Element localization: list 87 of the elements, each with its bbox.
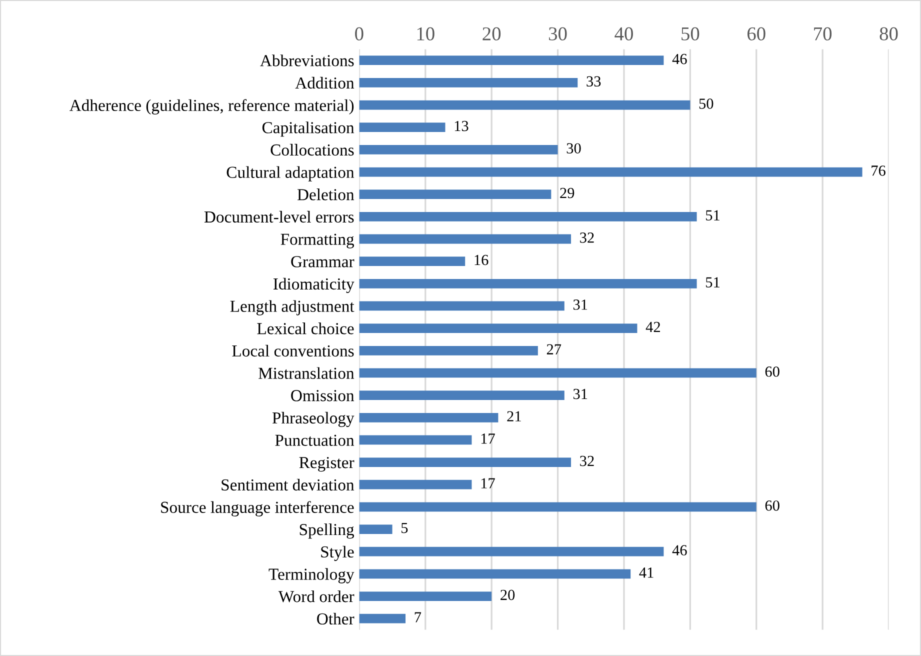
data-label: 17 [481, 434, 495, 444]
data-label: 60 [765, 366, 780, 377]
bar [359, 78, 578, 88]
y-tick-label: Spelling [300, 523, 354, 539]
y-tick-label: Mistranslation [258, 367, 354, 379]
data-label: 51 [706, 277, 720, 288]
y-tick-label: Abbreviations [260, 54, 354, 66]
y-tick-label: Punctuation [275, 434, 354, 446]
bar [359, 368, 756, 378]
data-label: 20 [500, 590, 515, 600]
y-tick-label: Length adjustment [230, 300, 354, 316]
data-label: 31 [573, 388, 588, 400]
y-tick-label: Cultural adaptation [226, 166, 354, 182]
bar [359, 56, 664, 66]
y-tick-label: Addition [295, 76, 354, 89]
y-tick-label: Terminology [268, 568, 354, 584]
x-tick-label: 20 [482, 27, 501, 40]
bar [359, 122, 446, 132]
y-tick-label: Idiomaticity [273, 278, 354, 294]
y-tick-label: Phraseology [272, 412, 354, 428]
data-label: 46 [672, 545, 687, 556]
bar [359, 412, 498, 422]
bar [359, 100, 690, 110]
x-tick-label: 0 [355, 27, 364, 40]
bar [359, 592, 492, 601]
data-label: 16 [474, 254, 488, 266]
y-tick-label: Adherence (guidelines, reference material) [69, 99, 354, 114]
x-tick-label: 80 [880, 27, 898, 40]
data-label: 17 [481, 478, 495, 488]
bar [359, 190, 552, 200]
y-tick-label: Lexical choice [257, 322, 354, 334]
data-label: 30 [566, 143, 581, 154]
data-label: 46 [672, 54, 687, 64]
y-tick-label: Deletion [297, 188, 354, 200]
x-tick-label: 30 [548, 27, 567, 40]
data-label: 76 [872, 166, 886, 176]
x-tick-label: 10 [417, 27, 434, 40]
y-tick-label: Omission [291, 390, 354, 402]
y-tick-label: Grammar [291, 256, 354, 268]
bar [359, 301, 564, 311]
data-label: 51 [706, 210, 720, 220]
data-label: 29 [560, 188, 574, 198]
data-label: 31 [573, 300, 588, 310]
x-tick-label: 40 [614, 27, 633, 40]
data-label: 21 [507, 411, 521, 422]
data-label: 60 [765, 500, 780, 511]
y-tick-label: Source language interference [161, 501, 354, 516]
y-tick-label: Sentiment deviation [222, 478, 354, 491]
data-label: 33 [586, 76, 601, 87]
data-label: 7 [414, 612, 422, 622]
x-tick-label: 70 [814, 27, 832, 40]
bar [359, 480, 472, 490]
y-tick-label: Word order [278, 590, 354, 602]
bar [359, 256, 466, 266]
data-label: 41 [639, 568, 654, 578]
bar [359, 324, 638, 334]
data-label: 5 [402, 522, 408, 534]
bar [359, 212, 697, 222]
bar [359, 569, 631, 579]
bar [359, 144, 558, 154]
data-label: 50 [699, 98, 714, 109]
x-tick-label: 60 [747, 27, 766, 40]
bar [359, 234, 572, 244]
y-tick-label: Register [299, 457, 354, 472]
y-tick-label: Document-level errors [204, 210, 354, 223]
y-tick-label: Collocations [270, 144, 354, 156]
y-tick-label: Other [317, 612, 354, 625]
data-label: 32 [580, 232, 594, 243]
bar [359, 167, 862, 177]
data-label: 27 [546, 344, 562, 354]
bar [359, 458, 572, 467]
data-label: 32 [580, 456, 594, 466]
bar [359, 278, 697, 288]
bar [359, 524, 392, 534]
x-tick-label: 50 [682, 27, 700, 40]
bar [359, 546, 664, 556]
y-tick-label: Capitalisation [262, 122, 354, 137]
y-tick-label: Local conventions [232, 344, 354, 357]
data-label: 42 [646, 322, 660, 332]
bar [359, 346, 538, 356]
y-tick-label: Style [321, 546, 354, 561]
bar [359, 435, 472, 445]
data-label: 13 [454, 120, 468, 132]
bar [359, 390, 564, 400]
bar [359, 502, 756, 512]
bar [359, 614, 406, 624]
y-tick-label: Formatting [280, 234, 354, 248]
